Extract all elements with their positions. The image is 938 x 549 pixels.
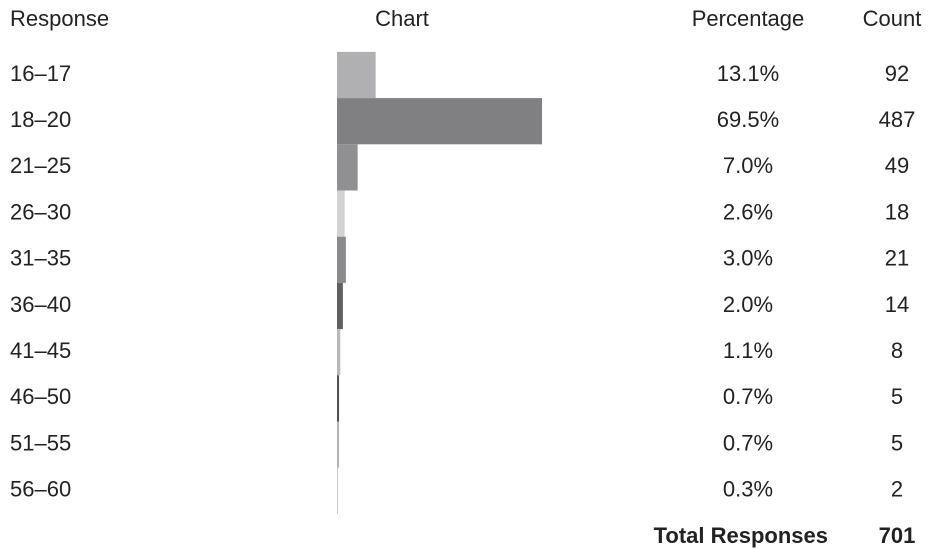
count-label: 49 [885,153,909,178]
count-label: 5 [891,384,903,409]
bar [337,375,340,422]
bar [337,282,343,330]
percentage-label: 0.7% [723,384,773,409]
percentage-label: 2.0% [723,292,773,317]
response-label: 51–55 [10,430,71,455]
bar [337,329,341,376]
response-label: 21–25 [10,153,71,178]
response-label: 36–40 [10,292,71,317]
percentage-label: 1.1% [723,338,773,363]
count-label: 5 [891,430,903,455]
percentage-label: 7.0% [723,153,773,178]
response-label: 41–45 [10,338,71,363]
response-label: 26–30 [10,199,71,224]
count-label: 487 [879,107,916,132]
bar [337,467,338,514]
header-response: Response [10,6,109,31]
response-label: 31–35 [10,246,71,271]
count-label: 18 [885,199,909,224]
bar [337,51,376,99]
response-label: 18–20 [10,107,71,132]
percentage-label: 13.1% [717,61,779,86]
percentage-label: 0.7% [723,430,773,455]
count-label: 2 [891,477,903,502]
count-label: 21 [885,246,909,271]
count-label: 14 [885,292,909,317]
header-chart: Chart [375,6,429,31]
bar [337,190,345,237]
percentage-label: 2.6% [723,199,773,224]
header-count: Count [863,6,922,31]
percentage-label: 3.0% [723,246,773,271]
count-label: 8 [891,338,903,363]
bar [337,98,543,145]
bar [337,144,358,191]
total-label: Total Responses [654,523,828,548]
response-label: 46–50 [10,384,71,409]
total-value: 701 [879,523,916,548]
response-label: 16–17 [10,61,71,86]
percentage-label: 0.3% [723,477,773,502]
response-label: 56–60 [10,477,71,502]
header-percentage: Percentage [692,6,805,31]
bar [337,421,340,468]
percentage-label: 69.5% [717,107,779,132]
count-label: 92 [885,61,909,86]
bar [337,236,346,283]
